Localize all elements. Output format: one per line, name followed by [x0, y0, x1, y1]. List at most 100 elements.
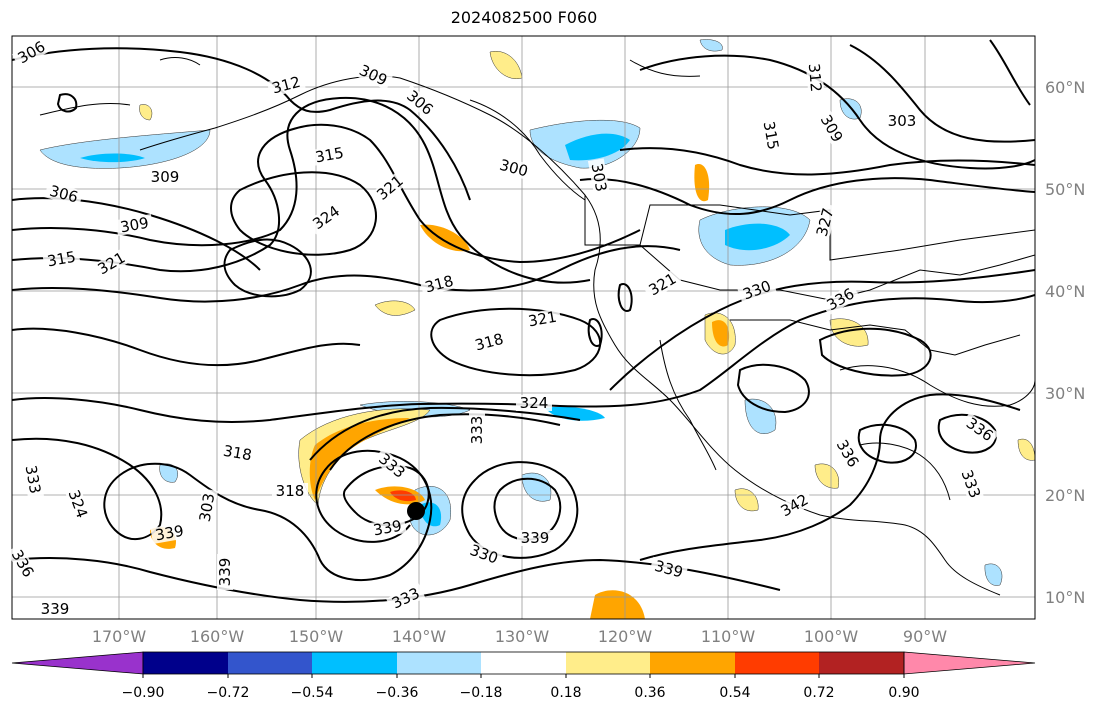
- contour-label: 318: [276, 482, 305, 500]
- height-contours: [12, 39, 1035, 603]
- contour-label-bg: [91, 247, 132, 280]
- contour-label-bg: [517, 530, 553, 546]
- lon-label-100w: 100°W: [804, 627, 859, 646]
- contour-label-bg: [44, 181, 84, 207]
- contour-label-bg: [372, 448, 411, 484]
- lat-label-30n: 30°N: [1045, 384, 1085, 403]
- colorbar-segment: [735, 652, 819, 674]
- lat-label-40n: 40°N: [1045, 282, 1085, 301]
- lat-label-60n: 60°N: [1045, 78, 1085, 97]
- contour-label: 339: [154, 522, 185, 545]
- storm-center-marker: [407, 502, 425, 520]
- contour-label-bg: [759, 116, 782, 155]
- colorbar-segment: [228, 652, 312, 674]
- contour-label-bg: [587, 158, 610, 197]
- colorbar-tick-label: 0.36: [634, 685, 665, 701]
- colorbar-tick-label: −0.72: [207, 685, 250, 701]
- contour-label-bg: [737, 276, 777, 304]
- contour-label-bg: [464, 540, 504, 568]
- contour-label-bg: [42, 248, 81, 271]
- contour-label: 333: [468, 416, 486, 445]
- contour-label-bg: [272, 483, 308, 499]
- contour-label-bg: [815, 108, 848, 149]
- contour-label-bg: [310, 144, 349, 167]
- contour-label: 315: [46, 248, 77, 271]
- contour-label-bg: [21, 460, 44, 499]
- contour-label-bg: [649, 556, 689, 582]
- latitude-labels: 60°N 50°N 40°N 30°N 20°N 10°N: [1045, 78, 1085, 607]
- contour-label-bg: [150, 522, 189, 545]
- contour-label: 321: [527, 308, 558, 331]
- map-frame: [11, 35, 1036, 620]
- colorbar-tick-labels: −0.90 −0.72 −0.54 −0.36 −0.18 0.18 0.36 …: [122, 685, 920, 701]
- colorbar-extend-min: [11, 651, 144, 675]
- contour-label: 312: [805, 63, 825, 93]
- colorbar-tick-label: 0.72: [803, 685, 834, 701]
- positive-anomaly-shading: [139, 50, 1035, 619]
- contour-label: 303: [588, 162, 611, 193]
- contour-label-bg: [217, 554, 233, 590]
- contour-label-bg: [266, 72, 306, 98]
- colorbar-tick-label: −0.90: [122, 685, 165, 701]
- lon-label-150w: 150°W: [289, 627, 344, 646]
- contour-label-bg: [371, 170, 410, 206]
- contour-label-bg: [147, 169, 183, 185]
- contour-label: 315: [314, 144, 345, 167]
- colorbar-tick-label: −0.18: [460, 685, 503, 701]
- contour-label-bg: [831, 433, 864, 474]
- lat-label-10n: 10°N: [1045, 588, 1085, 607]
- contour-label-bg: [368, 517, 407, 540]
- contour-label: 339: [216, 558, 234, 587]
- colorbar-tick-label: 0.90: [888, 685, 919, 701]
- colorbar-segment: [819, 652, 904, 674]
- colorbar-segment: [566, 652, 650, 674]
- contour-label-bg: [774, 489, 815, 522]
- colorbar: [11, 651, 1036, 678]
- contour-label-bg: [386, 583, 426, 614]
- contour-label: 339: [521, 529, 550, 547]
- lat-label-50n: 50°N: [1045, 180, 1085, 199]
- contour-label-bg: [11, 36, 52, 69]
- contour-label-bg: [196, 488, 219, 527]
- contour-label-bg: [6, 543, 39, 584]
- colorbar-tick-label: −0.36: [376, 685, 419, 701]
- colorbar-tick-label: −0.54: [291, 685, 334, 701]
- colorbar-segment: [312, 652, 397, 674]
- colorbar-segment: [397, 652, 481, 674]
- map-title: 2024082500 F060: [450, 8, 598, 27]
- contour-label-bg: [820, 283, 861, 316]
- lon-label-140w: 140°W: [392, 627, 447, 646]
- colorbar-tick-label: 0.54: [719, 685, 750, 701]
- contour-label-bg: [37, 601, 73, 617]
- contour-label-bg: [306, 200, 346, 235]
- contour-label: 339: [41, 600, 70, 618]
- contour-label-bg: [960, 412, 1000, 447]
- contour-label-bg: [218, 442, 257, 465]
- lon-label-110w: 110°W: [701, 627, 756, 646]
- contour-label-bg: [957, 464, 985, 504]
- colorbar-extend-max: [903, 651, 1036, 675]
- colorbar-segment: [143, 652, 228, 674]
- lon-label-130w: 130°W: [495, 627, 550, 646]
- contour-label: 339: [372, 517, 403, 540]
- contour-label: 309: [151, 168, 180, 186]
- contour-label-bg: [469, 412, 485, 448]
- lon-label-170w: 170°W: [92, 627, 147, 646]
- colorbar-segment: [481, 652, 566, 674]
- contour-label-bg: [469, 329, 509, 355]
- contour-label-bg: [805, 59, 825, 97]
- lon-label-160w: 160°W: [190, 627, 245, 646]
- contour-label-bg: [494, 155, 534, 181]
- contour-label-bg: [64, 484, 92, 524]
- lon-label-120w: 120°W: [598, 627, 653, 646]
- contour-label-bg: [642, 268, 683, 301]
- contour-label-bg: [812, 202, 838, 242]
- contour-label-bg: [419, 271, 459, 297]
- contour-label: 318: [222, 442, 253, 465]
- contour-label: 315: [760, 120, 783, 151]
- contour-label-bg: [523, 308, 562, 331]
- contour-label: 303: [888, 112, 917, 130]
- contour-label: 324: [520, 394, 549, 412]
- contour-label: 309: [119, 214, 150, 237]
